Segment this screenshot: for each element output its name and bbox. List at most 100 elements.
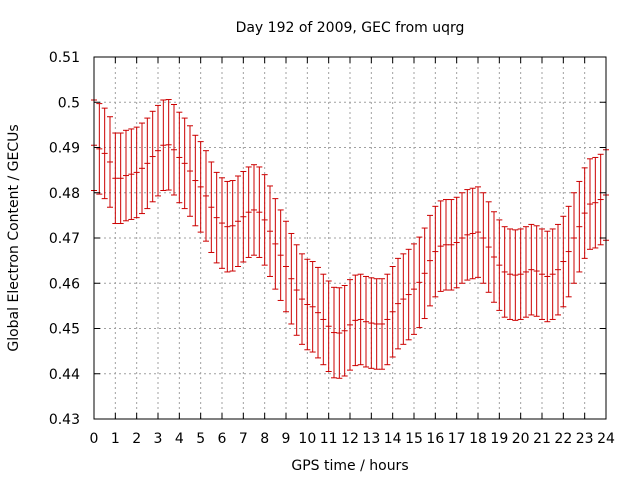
error-bar <box>123 129 129 222</box>
error-bar <box>565 205 572 298</box>
error-bar <box>133 126 140 219</box>
x-tick-label: 4 <box>175 431 184 447</box>
error-bar <box>379 278 385 370</box>
error-bar <box>107 116 113 208</box>
error-bar <box>288 232 295 325</box>
x-axis-label: GPS time / hours <box>291 458 408 474</box>
error-bar <box>427 214 433 307</box>
error-bar <box>421 227 428 320</box>
x-tick-label: 5 <box>196 431 205 447</box>
x-tick-label: 20 <box>512 431 530 447</box>
error-bar <box>507 228 513 320</box>
x-tick-label: 13 <box>362 431 380 447</box>
x-tick-label: 17 <box>448 431 466 447</box>
error-bar <box>437 200 444 292</box>
error-bar <box>235 175 241 268</box>
error-bar <box>299 253 305 345</box>
error-bar <box>571 192 577 284</box>
y-tick-label: 0.48 <box>49 186 80 202</box>
error-bar <box>320 273 327 366</box>
error-bar <box>411 243 417 335</box>
error-bar <box>245 166 252 258</box>
y-tick-label: 0.43 <box>49 412 80 428</box>
y-tick-label: 0.45 <box>49 322 80 338</box>
error-bar <box>389 266 396 358</box>
error-bar <box>352 274 359 367</box>
error-bar <box>581 167 588 259</box>
error-bar <box>395 257 401 350</box>
x-tick-label: 16 <box>426 431 444 447</box>
error-bar <box>208 161 215 253</box>
error-bar <box>512 229 519 321</box>
y-axis-ticks: 0.43 0.44 0.45 0.46 0.47 0.48 0.49 0.5 0.51 <box>49 50 606 428</box>
error-bar <box>187 125 193 217</box>
error-bar <box>400 253 407 345</box>
x-tick-label: 1 <box>111 431 120 447</box>
error-bar <box>469 187 476 280</box>
error-bar <box>464 189 471 281</box>
error-bar <box>592 156 599 249</box>
error-bar <box>160 99 167 191</box>
error-bar <box>309 261 316 353</box>
x-tick-label: 15 <box>405 431 423 447</box>
x-tick-label: 12 <box>341 431 359 447</box>
error-bar <box>496 219 503 311</box>
error-bar <box>405 248 412 341</box>
x-tick-label: 21 <box>533 431 551 447</box>
error-bar <box>416 236 423 329</box>
error-bar <box>373 278 380 370</box>
x-tick-label: 18 <box>469 431 487 447</box>
error-bar <box>336 287 343 379</box>
y-tick-label: 0.44 <box>49 367 80 383</box>
x-tick-label: 3 <box>154 431 163 447</box>
error-bar <box>475 186 481 278</box>
error-bar <box>587 158 593 250</box>
error-bar <box>261 174 268 266</box>
error-bar <box>155 104 161 197</box>
error-bar <box>485 201 492 293</box>
error-bar <box>304 258 311 351</box>
error-bar <box>576 180 583 273</box>
error-bars <box>91 99 609 379</box>
x-tick-label: 9 <box>282 431 291 447</box>
error-bar <box>357 273 364 366</box>
error-bar <box>368 277 375 369</box>
error-bar <box>315 266 321 359</box>
x-tick-label: 8 <box>260 431 269 447</box>
error-bar <box>267 185 273 277</box>
error-bar <box>224 180 231 273</box>
error-bar <box>491 211 497 303</box>
error-bar <box>331 286 337 379</box>
y-tick-label: 0.46 <box>49 276 80 292</box>
error-bar <box>219 177 225 269</box>
x-tick-label: 7 <box>239 431 248 447</box>
y-tick-label: 0.47 <box>49 231 80 247</box>
error-bar <box>347 279 353 371</box>
error-bar <box>277 209 284 301</box>
error-bar <box>459 192 465 284</box>
x-tick-label: 14 <box>384 431 402 447</box>
x-tick-label: 22 <box>554 431 572 447</box>
x-tick-label: 23 <box>576 431 594 447</box>
error-bar <box>149 110 156 203</box>
error-bar <box>384 273 391 366</box>
error-bar <box>203 150 209 242</box>
error-bar <box>176 111 183 204</box>
error-bar <box>144 117 151 210</box>
x-tick-label: 19 <box>490 431 508 447</box>
error-bar <box>181 117 188 210</box>
chart-title: Day 192 of 2009, GEC from uqrg <box>236 20 465 36</box>
error-bar <box>341 285 348 377</box>
error-bar <box>480 192 487 284</box>
error-bar <box>523 226 529 318</box>
error-bar <box>549 228 556 320</box>
error-bar <box>283 220 289 313</box>
x-tick-label: 10 <box>298 431 316 447</box>
error-bar <box>96 103 103 195</box>
error-bar <box>443 199 449 291</box>
x-tick-label: 11 <box>320 431 338 447</box>
error-bar <box>240 170 247 263</box>
error-bar <box>139 122 145 215</box>
error-bar <box>539 228 545 320</box>
